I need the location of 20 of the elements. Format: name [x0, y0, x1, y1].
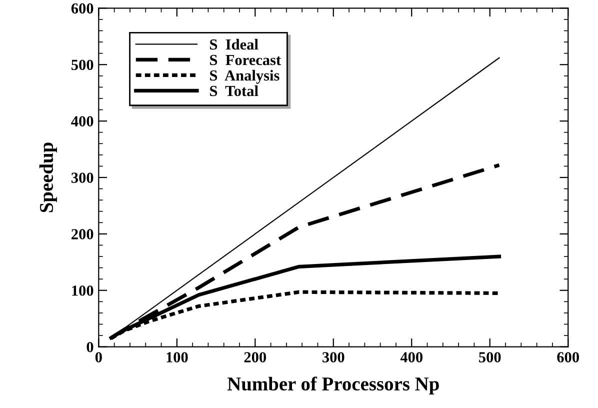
legend-label: S Forecast: [210, 54, 282, 66]
x-tick-label: 500: [479, 352, 501, 362]
y-tick-label: 300: [71, 172, 94, 183]
x-tick-label: 100: [166, 352, 188, 362]
y-tick-label: 500: [72, 60, 94, 70]
y-tick-label: 200: [72, 229, 94, 240]
x-axis-title: Number of Processors Np: [227, 376, 439, 394]
legend-label: S Analysis: [210, 70, 280, 84]
y-axis-title: Speedup: [39, 142, 58, 212]
y-tick-label: 100: [72, 286, 94, 296]
x-tick-label: 0: [95, 352, 102, 362]
x-tick-label: 600: [557, 352, 579, 362]
x-tick-label: 400: [400, 352, 422, 362]
x-tick-label: 200: [244, 352, 266, 362]
y-tick-label: 600: [71, 3, 94, 14]
x-tick-label: 300: [322, 352, 344, 362]
y-tick-label: 0: [86, 342, 94, 352]
y-tick-label: 400: [71, 116, 94, 126]
legend-label: S Ideal: [210, 38, 258, 50]
legend-label: S Total: [210, 85, 258, 96]
